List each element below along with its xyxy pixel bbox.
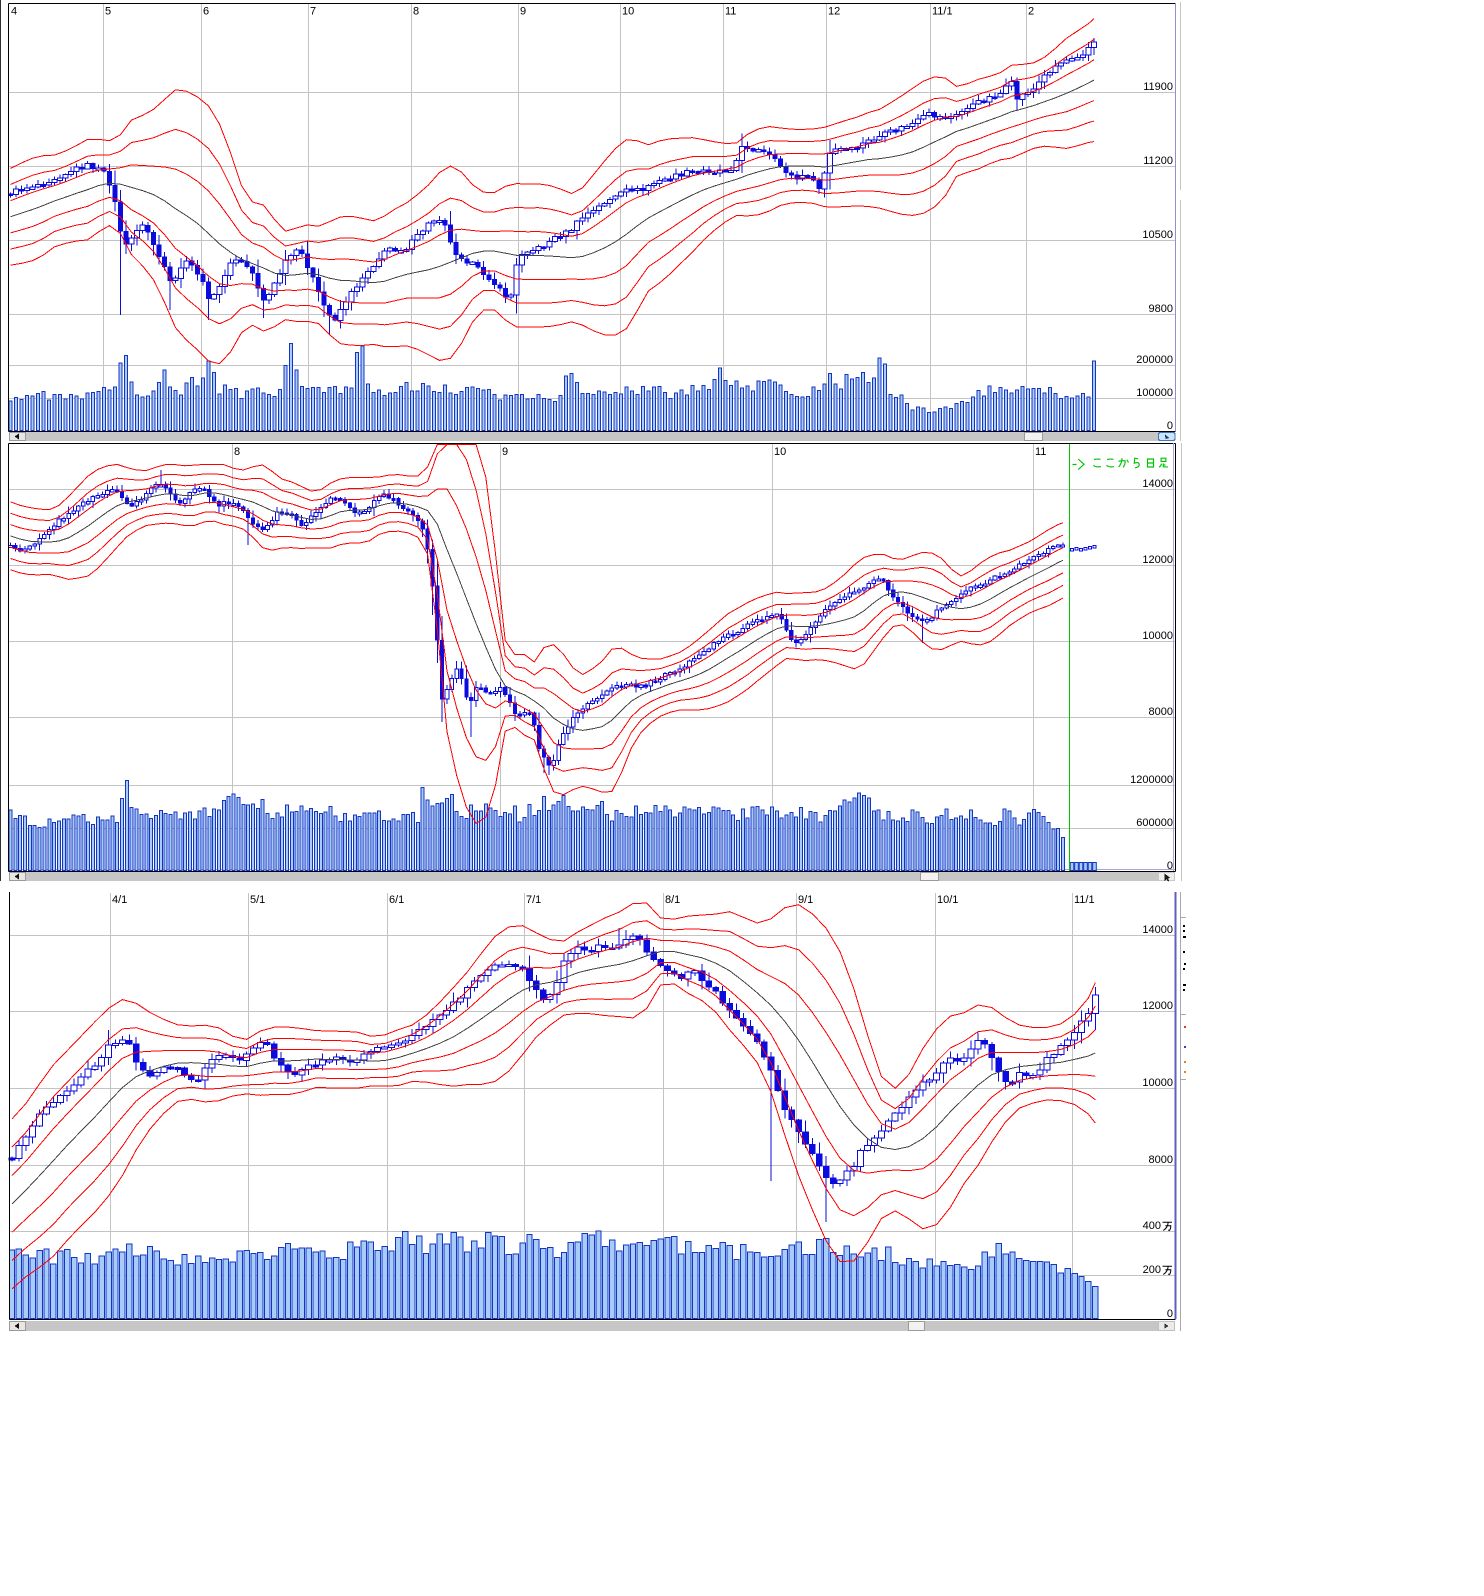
svg-text:8: 8 bbox=[234, 446, 240, 458]
svg-text:200000: 200000 bbox=[1136, 354, 1173, 366]
svg-text:5/1: 5/1 bbox=[250, 894, 265, 906]
svg-text:8000: 8000 bbox=[1149, 706, 1173, 718]
svg-text:11200: 11200 bbox=[1143, 155, 1173, 167]
svg-text:10000: 10000 bbox=[1142, 1077, 1173, 1089]
svg-text:10/1: 10/1 bbox=[937, 894, 958, 906]
svg-text:1200000: 1200000 bbox=[1130, 774, 1173, 786]
svg-text:8/1: 8/1 bbox=[665, 894, 680, 906]
svg-text:6/1: 6/1 bbox=[389, 894, 404, 906]
svg-text:14000: 14000 bbox=[1142, 924, 1173, 936]
svg-text:14000: 14000 bbox=[1142, 478, 1173, 490]
svg-text:6: 6 bbox=[203, 6, 209, 18]
svg-text:11/1: 11/1 bbox=[1074, 894, 1095, 906]
svg-text:11: 11 bbox=[725, 6, 736, 18]
svg-text:10500: 10500 bbox=[1142, 229, 1173, 241]
svg-text:4: 4 bbox=[11, 6, 17, 18]
svg-text:10: 10 bbox=[622, 6, 634, 18]
svg-text:9: 9 bbox=[502, 446, 508, 458]
svg-text:7: 7 bbox=[310, 6, 316, 18]
svg-text:4/1: 4/1 bbox=[112, 894, 127, 906]
svg-text:12: 12 bbox=[828, 6, 840, 18]
svg-text:2: 2 bbox=[1028, 6, 1034, 18]
svg-text:7/1: 7/1 bbox=[526, 894, 541, 906]
svg-text:9800: 9800 bbox=[1149, 303, 1173, 315]
svg-text:11/1: 11/1 bbox=[932, 6, 953, 18]
svg-text:400: 400 bbox=[1143, 1220, 1161, 1232]
svg-text:0: 0 bbox=[1167, 1308, 1173, 1320]
svg-text:12000: 12000 bbox=[1142, 1000, 1173, 1012]
svg-text:200: 200 bbox=[1143, 1264, 1161, 1276]
svg-text:11: 11 bbox=[1035, 446, 1046, 458]
svg-text:11900: 11900 bbox=[1143, 81, 1173, 93]
svg-text:0: 0 bbox=[1167, 420, 1173, 432]
svg-text:600000: 600000 bbox=[1136, 817, 1173, 829]
svg-text:8000: 8000 bbox=[1149, 1154, 1173, 1166]
svg-text:8: 8 bbox=[413, 6, 419, 18]
svg-text:9: 9 bbox=[520, 6, 526, 18]
svg-text:10000: 10000 bbox=[1142, 630, 1173, 642]
svg-text:9/1: 9/1 bbox=[798, 894, 813, 906]
svg-text:100000: 100000 bbox=[1136, 387, 1173, 399]
svg-text:12000: 12000 bbox=[1142, 554, 1173, 566]
svg-text:10: 10 bbox=[774, 446, 786, 458]
svg-text:5: 5 bbox=[105, 6, 111, 18]
svg-text:0: 0 bbox=[1167, 860, 1173, 872]
